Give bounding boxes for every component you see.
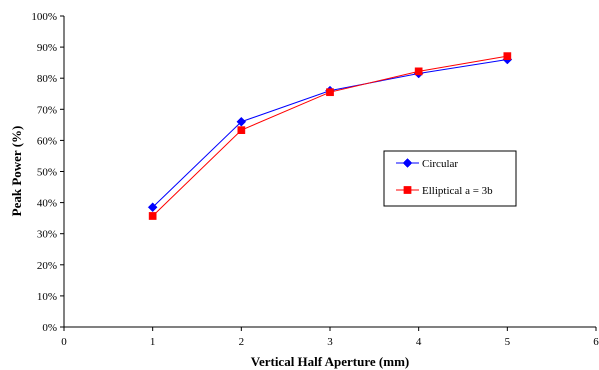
data-point: [237, 126, 246, 134]
x-tick-label: 0: [61, 336, 67, 348]
x-axis-title: Vertical Half Aperture (mm): [251, 354, 409, 369]
legend-label: Elliptical a = 3b: [422, 185, 493, 197]
y-tick-label: 10%: [37, 291, 57, 303]
y-tick-label: 80%: [37, 73, 57, 85]
y-tick-label: 90%: [37, 42, 57, 54]
data-point: [326, 88, 334, 97]
x-tick-label: 4: [416, 336, 422, 348]
data-point: [148, 212, 157, 220]
y-tick-label: 0%: [42, 322, 57, 334]
x-tick-label: 5: [505, 336, 511, 348]
x-tick-label: 2: [239, 336, 245, 348]
legend-square-marker: [403, 186, 412, 194]
legend-box: [383, 150, 517, 207]
x-tick-label: 1: [150, 336, 156, 348]
legend: Circular Elliptical a = 3b: [383, 150, 517, 207]
y-tick-label: 70%: [37, 104, 57, 116]
data-point: [236, 116, 247, 127]
y-tick-label: 30%: [37, 229, 57, 241]
data-point: [147, 202, 158, 213]
legend-diamond-marker: [402, 158, 413, 168]
x-tick-label: 6: [593, 336, 599, 348]
data-point: [414, 67, 423, 76]
x-tick-label: 3: [327, 336, 333, 348]
y-tick-label: 100%: [31, 11, 57, 23]
y-tick-label: 20%: [37, 260, 57, 272]
x-axis-ticks: 0 1 2 3 4 5 6: [61, 327, 599, 348]
legend-label: Circular: [422, 158, 458, 170]
series-elliptical: [148, 52, 512, 220]
data-point: [503, 52, 512, 60]
y-axis-title: Peak Power (%): [9, 126, 24, 217]
y-axis-ticks: 0% 10% 20% 30% 40% 50% 60% 70% 80% 90% 100%: [31, 11, 64, 334]
y-tick-label: 50%: [37, 167, 57, 179]
y-tick-label: 60%: [37, 135, 57, 147]
y-tick-label: 40%: [37, 198, 57, 210]
series-layer: [147, 52, 513, 220]
